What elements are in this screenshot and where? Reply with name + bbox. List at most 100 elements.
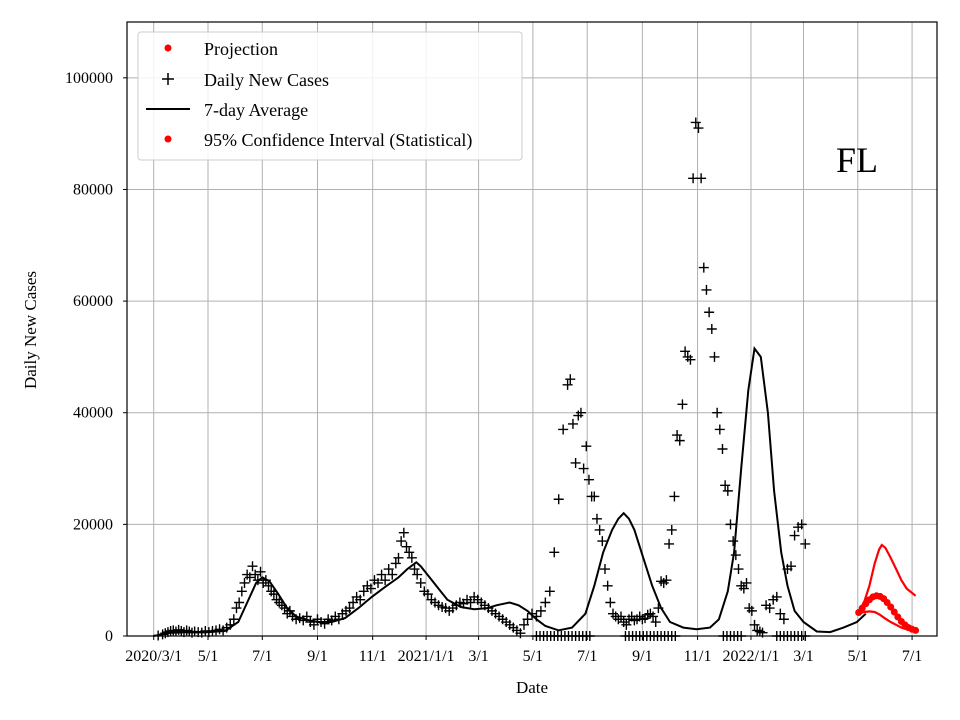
daily-case-point [228,614,239,625]
plot-area [153,117,920,641]
daily-case-point [693,123,704,134]
x-tick-label: 2022/1/1 [723,648,780,665]
daily-case-point [268,589,279,600]
daily-case-point [672,430,683,441]
daily-case-point [696,173,707,184]
daily-case-point [796,519,807,530]
daily-case-point [605,597,616,608]
daily-case-point [677,399,688,410]
x-tick-label: 7/1 [902,648,922,665]
daily-case-point [553,494,564,505]
daily-case-point [698,262,709,273]
daily-case-point [250,569,261,580]
daily-case-point [236,586,247,597]
daily-case-point [244,572,255,583]
daily-case-point [284,605,295,616]
daily-case-point [355,594,366,605]
x-axis-ticks: 2020/3/1 5/1 7/1 9/1 11/1 2021/1/1 3/1 5/1 7/1 9/… [125,636,922,665]
y-tick-label: 0 [105,628,113,645]
daily-case-point [239,577,250,588]
daily-case-point [387,569,398,580]
daily-case-point [567,418,578,429]
daily-case-point [522,614,533,625]
daily-case-point [415,577,426,588]
x-tick-label: 5/1 [523,648,543,665]
daily-case-point [656,576,667,587]
confidence-upper-bound [857,543,917,612]
daily-case-point [570,457,581,468]
daily-case-point [669,491,680,502]
daily-case-point [685,354,696,365]
daily-case-point [682,351,693,362]
daily-case-point [645,608,656,619]
daily-case-point [390,558,401,569]
y-axis-ticks: 0 20000 40000 60000 80000 100000 [65,70,127,645]
x-tick-label: 11/1 [359,648,387,665]
daily-case-point [396,536,407,547]
daily-case-point [618,617,629,628]
daily-case-point [706,324,717,334]
daily-case-point [725,519,736,530]
daily-case-point [754,626,765,637]
daily-case-point [422,589,433,600]
daily-case-point [722,485,733,496]
x-tick-label: 7/1 [577,648,597,665]
daily-case-point [279,603,290,614]
legend-marker-confidence-interval [164,135,172,143]
x-tick-label: 3/1 [793,648,813,665]
daily-case-point [562,379,573,390]
x-axis-title: Date [516,678,548,697]
daily-case-point [613,614,624,625]
legend-marker-daily-cases [162,73,174,85]
daily-case-point [373,577,384,588]
daily-case-point [518,619,529,630]
daily-case-point [398,527,409,538]
y-tick-label: 80000 [73,181,113,198]
daily-case-point [661,575,672,586]
daily-case-point [591,513,602,524]
daily-case-point [709,351,720,362]
daily-case-point [712,407,723,418]
daily-case-point [531,611,542,622]
daily-case-point [575,407,586,418]
daily-case-point [404,547,415,558]
daily-case-point [589,491,600,502]
x-tick-label: 9/1 [307,648,327,665]
daily-case-point [234,597,245,608]
daily-case-point [728,536,739,547]
x-tick-label: 2021/1/1 [398,648,455,665]
daily-case-point [775,608,786,619]
y-tick-label: 40000 [73,405,113,422]
y-tick-label: 100000 [65,70,113,87]
daily-case-point [406,552,417,563]
daily-case-point [409,564,420,575]
daily-case-point [714,424,725,435]
daily-case-point [376,569,387,580]
x-tick-label: 3/1 [468,648,488,665]
legend-label-7day-average: 7-day Average [204,100,308,120]
daily-case-point [621,619,632,630]
seven-day-average-line [153,345,867,637]
daily-case-point [680,346,691,357]
x-tick-label: 2020/3/1 [125,648,182,665]
daily-case-point [263,580,274,591]
daily-case-point [247,561,258,572]
axes-frame [126,21,938,637]
daily-case-point [333,614,344,625]
daily-case-point [231,603,242,614]
daily-case-point [778,614,789,625]
daily-case-point [260,575,271,586]
legend-label-projection: Projection [204,39,278,59]
daily-case-point [255,566,266,577]
daily-case-point [746,605,757,616]
legend-label-confidence-interval: 95% Confidence Interval (Statistical) [204,130,472,151]
daily-case-point [565,374,576,385]
daily-case-point [648,611,659,622]
x-tick-label: 7/1 [252,648,272,665]
daily-case-point [558,424,569,435]
daily-case-point [720,480,731,491]
daily-case-point [738,583,749,594]
daily-case-point [383,564,394,575]
daily-case-point [578,463,589,474]
daily-case-point [764,603,775,614]
